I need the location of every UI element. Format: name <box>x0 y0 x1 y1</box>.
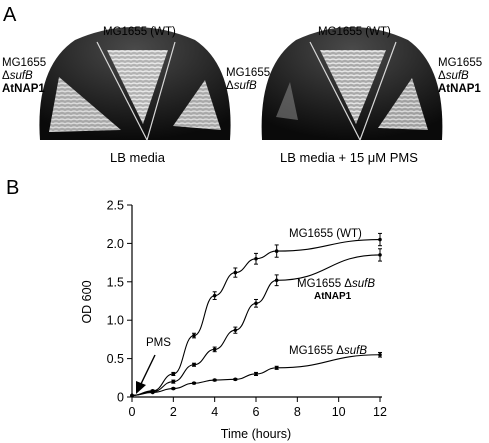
plate2-right-line2: ΔsufB <box>438 70 469 82</box>
x-tick-label: 12 <box>373 405 387 419</box>
series-label-wt: MG1655 (WT) <box>289 228 362 240</box>
series-label-atnap1-line2: AtNAP1 <box>314 291 352 302</box>
plate1-label-top: MG1655 (WT) <box>103 26 176 38</box>
data-point <box>171 379 176 384</box>
y-tick-label: 2.0 <box>107 237 124 251</box>
y-tick-label: 1.5 <box>107 275 124 289</box>
data-point <box>192 362 196 367</box>
pms-atnap1-growth <box>378 78 428 130</box>
arrow-label: PMS <box>146 337 171 349</box>
data-point <box>378 253 382 257</box>
data-point <box>192 333 196 338</box>
data-point <box>212 347 217 352</box>
y-tick-label: 2.5 <box>107 199 124 213</box>
plate1-label-right: MG1655 ΔsufB <box>226 67 270 93</box>
plate2-right-line3: AtNAP1 <box>438 83 481 95</box>
x-tick-label: 10 <box>332 405 346 419</box>
data-point <box>378 352 382 357</box>
series-1 <box>130 248 382 398</box>
data-point <box>212 378 217 382</box>
y-tick-label: 0.5 <box>107 352 124 366</box>
panel-b-letter: B <box>6 177 20 199</box>
plate2-label-top: MG1655 (WT) <box>318 26 391 38</box>
x-tick-label: 8 <box>294 405 301 419</box>
data-point <box>378 237 382 242</box>
data-point <box>254 301 258 306</box>
plate2-label-right: MG1655 ΔsufB AtNAP1 <box>438 57 482 96</box>
pms-arrow <box>136 354 156 394</box>
x-tick-label: 0 <box>129 405 136 419</box>
data-point <box>130 393 134 398</box>
plate-lb-image <box>39 27 231 141</box>
data-point <box>150 390 155 395</box>
data-point <box>212 293 217 298</box>
wt-growth <box>107 50 168 124</box>
chart-axes: 0 2 4 6 8 10 12 0 0.5 1.0 1.5 2.0 2.5 <box>107 199 387 420</box>
plate1-right-line2: ΔsufB <box>226 80 257 92</box>
data-point <box>274 278 279 283</box>
plate1-label-left: MG1655 ΔsufB AtNAP1 <box>2 57 46 96</box>
data-point <box>274 366 279 370</box>
plate-pms-image <box>261 27 443 141</box>
data-point <box>233 377 238 382</box>
data-point <box>233 270 238 275</box>
data-point <box>171 372 176 376</box>
series-label-atnap1: MG1655 ΔsufB <box>297 278 375 290</box>
plate2-right-line1: MG1655 <box>438 57 483 69</box>
chart-series <box>130 232 382 398</box>
plate-lb-media <box>35 22 235 144</box>
y-tick-label: 0 <box>117 391 124 405</box>
plate1-right-line1: MG1655 <box>226 67 271 79</box>
plate-pms-media <box>258 22 446 144</box>
data-point <box>233 328 238 332</box>
data-point <box>171 386 176 391</box>
data-point <box>274 249 279 253</box>
x-axis-label: Time (hours) <box>221 427 291 441</box>
plate1-caption: LB media <box>110 150 165 165</box>
plate1-left-line1: MG1655 <box>2 57 47 69</box>
series-2 <box>130 351 382 398</box>
pms-wt-growth <box>320 50 386 124</box>
y-tick-label: 1.0 <box>107 314 124 328</box>
plate1-left-line2: ΔsufB <box>2 70 33 82</box>
data-point <box>192 381 196 385</box>
series-label-sufb: MG1655 ΔsufB <box>289 345 367 357</box>
atnap1-growth <box>49 77 121 132</box>
x-tick-label: 2 <box>170 405 177 419</box>
data-point <box>254 256 258 261</box>
pms-sufb-growth <box>276 82 298 120</box>
plate2-caption: LB media + 15 μM PMS <box>280 150 418 165</box>
y-axis-label: OD 600 <box>80 280 94 323</box>
x-tick-label: 6 <box>253 405 260 419</box>
sufb-growth <box>173 80 221 130</box>
plate1-left-line3: AtNAP1 <box>2 83 45 95</box>
panel-a-letter: A <box>3 4 17 26</box>
x-tick-label: 4 <box>211 405 218 419</box>
chart-labels: OD 600 Time (hours) PMS MG1655 (WT) MG16… <box>80 228 375 441</box>
data-point <box>254 372 258 376</box>
